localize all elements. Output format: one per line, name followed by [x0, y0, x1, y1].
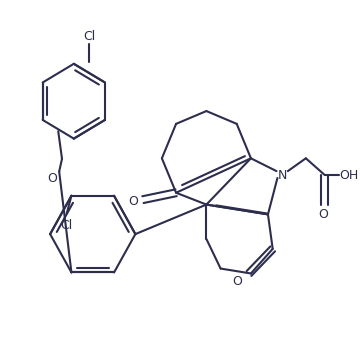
Text: Cl: Cl: [60, 219, 73, 232]
Text: O: O: [318, 208, 328, 221]
Text: N: N: [278, 169, 287, 181]
Text: O: O: [233, 275, 243, 288]
Text: Cl: Cl: [83, 30, 95, 43]
Text: O: O: [48, 172, 58, 185]
Text: OH: OH: [339, 169, 358, 181]
Text: O: O: [129, 195, 138, 208]
